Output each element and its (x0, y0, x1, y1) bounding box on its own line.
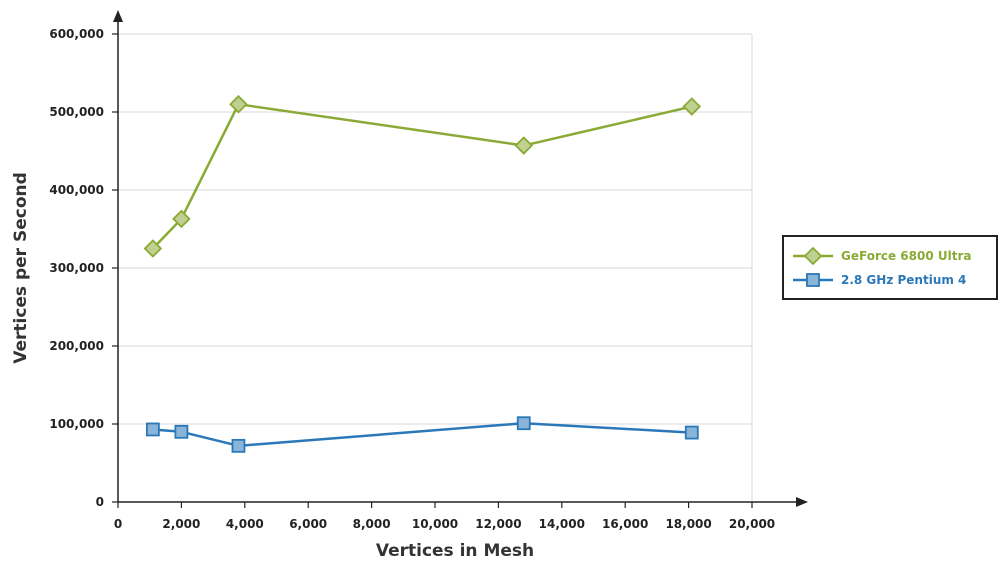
x-tick-label: 20,000 (729, 517, 775, 531)
data-point-pentium (684, 425, 699, 440)
legend: GeForce 6800 Ultra 2.8 GHz Pentium 4 (782, 235, 998, 300)
x-tick-label: 10,000 (412, 517, 458, 531)
data-point-geforce (172, 209, 191, 229)
x-tick-label: 14,000 (539, 517, 585, 531)
y-tick-label: 200,000 (49, 339, 104, 353)
data-point-pentium (145, 422, 160, 437)
series-line-geforce (151, 102, 693, 250)
data-point-pentium (174, 424, 189, 439)
y-tick-label: 300,000 (49, 261, 104, 275)
grid-lines (118, 33, 753, 502)
x-axis-title: Vertices in Mesh (376, 541, 534, 561)
x-tick-label: 18,000 (665, 517, 711, 531)
legend-label-pentium: 2.8 GHz Pentium 4 (841, 273, 966, 287)
x-tick-label: 4,000 (226, 517, 264, 531)
x-tick-label: 2,000 (162, 517, 200, 531)
legend-label-geforce: GeForce 6800 Ultra (841, 249, 971, 263)
data-point-geforce (229, 94, 248, 114)
y-tick-label: 400,000 (49, 183, 104, 197)
legend-box (782, 235, 998, 300)
x-tick-label: 6,000 (289, 517, 327, 531)
y-axis-arrow (113, 10, 123, 22)
series-geforce (143, 94, 702, 258)
x-tick-label: 12,000 (475, 517, 521, 531)
x-tick-label: 8,000 (353, 517, 391, 531)
series-pentium (145, 416, 699, 453)
data-point-pentium (231, 438, 246, 453)
y-tick-label: 500,000 (49, 105, 104, 119)
series-layer (143, 94, 702, 453)
axes (113, 10, 808, 507)
x-tick-label: 16,000 (602, 517, 648, 531)
data-point-geforce (514, 136, 534, 155)
data-point-pentium (516, 416, 531, 431)
data-point-geforce (682, 97, 702, 116)
y-tick-label: 600,000 (49, 27, 104, 41)
y-tick-label: 100,000 (49, 417, 104, 431)
legend-marker-geforce (803, 246, 823, 266)
x-tick-label: 0 (114, 517, 122, 531)
x-axis-arrow (796, 497, 808, 507)
y-axis-title: Vertices per Second (11, 172, 31, 364)
y-axis-ticks: 0 100,000 200,000 300,000 400,000 500,000 600,… (49, 27, 118, 509)
data-point-geforce (143, 239, 163, 258)
x-axis-ticks: 0 2,000 4,000 6,000 8,000 10,000 12,000 14,000 1… (114, 502, 775, 531)
y-tick-label: 0 (96, 495, 104, 509)
legend-marker-pentium (806, 273, 820, 287)
